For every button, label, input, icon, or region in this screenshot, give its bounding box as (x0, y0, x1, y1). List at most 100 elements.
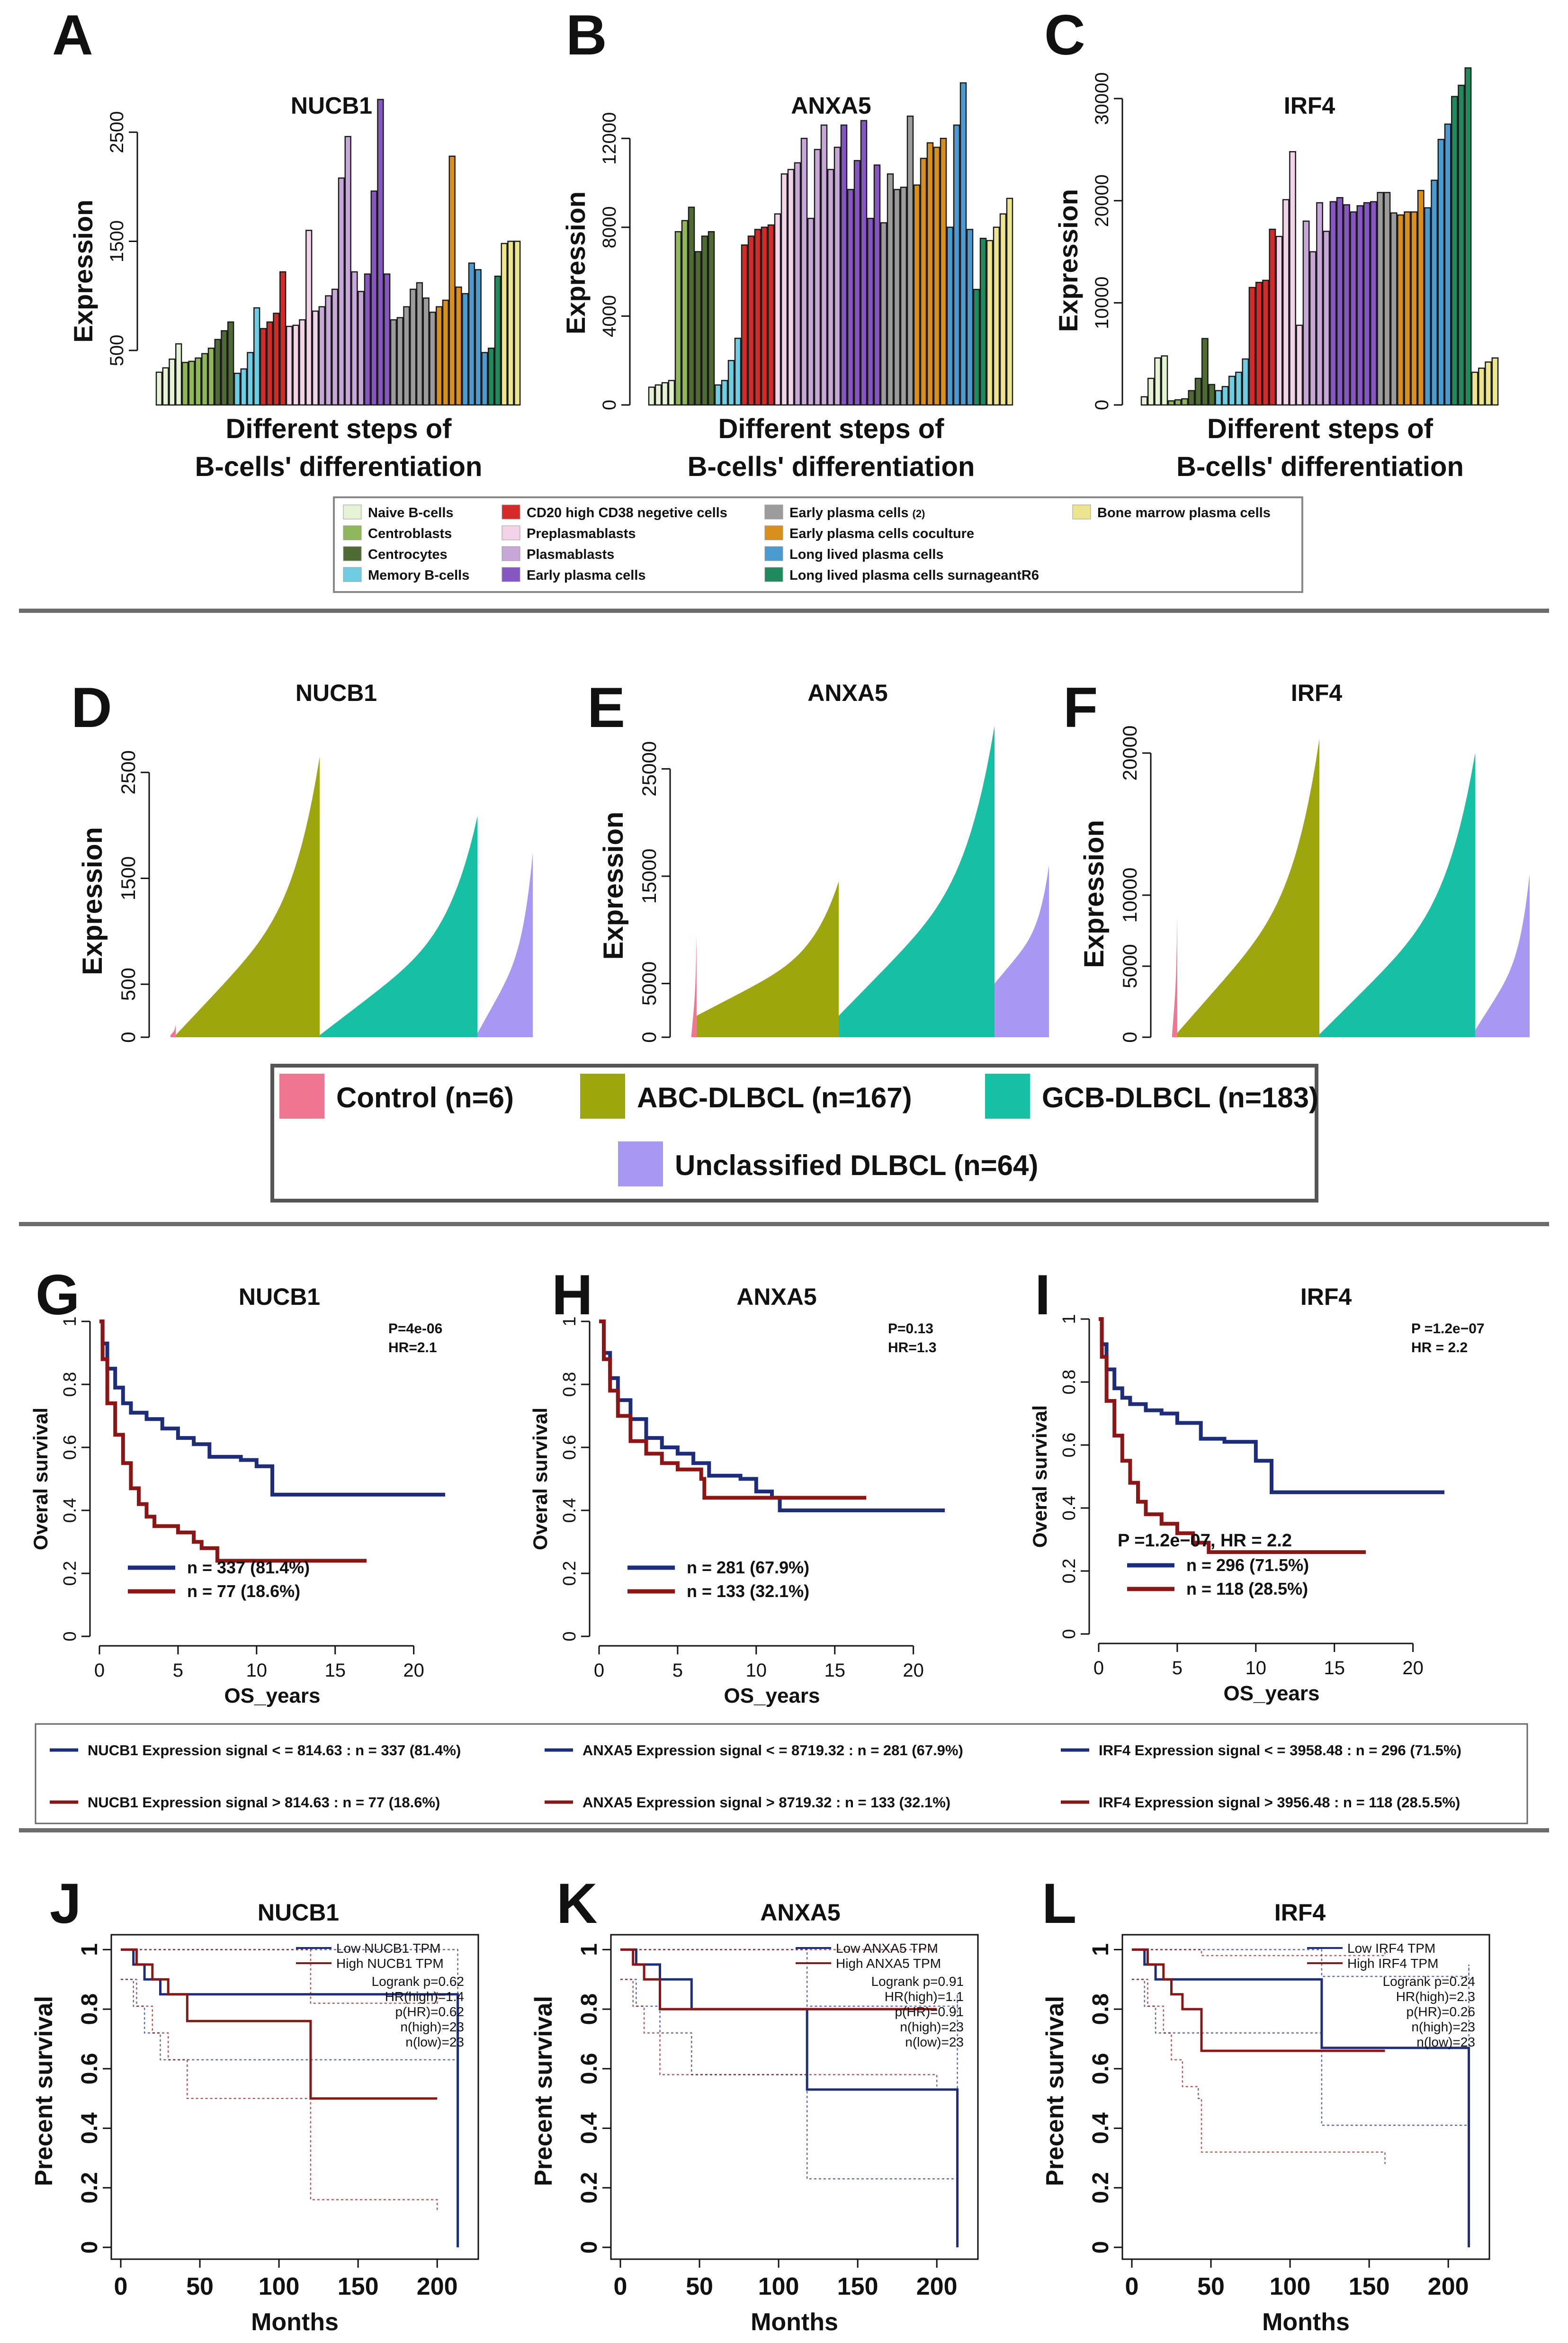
bar (920, 158, 927, 406)
bar (1215, 390, 1222, 406)
bar (688, 206, 695, 406)
legend-label: Centroblasts (368, 526, 452, 541)
legend-label: Unclassified DLBCL (n=64) (675, 1149, 1038, 1181)
y-axis-label: Expression (77, 827, 108, 975)
x-axis-label: Months (1262, 2308, 1350, 2336)
y-axis-label: Expression (1053, 189, 1083, 332)
x-axis-label: Months (751, 2308, 838, 2336)
bar (279, 271, 287, 406)
panel-letter-d: D (71, 676, 112, 739)
section-divider-3 (19, 1828, 1549, 1832)
legend-swatch (279, 1074, 324, 1119)
y-tick-label: 30000 (1092, 72, 1112, 125)
legend-label: High ANXA5 TPM (836, 1956, 941, 1971)
y-tick-label: 1 (577, 1943, 602, 1956)
bar (893, 189, 901, 406)
bar (1275, 235, 1283, 406)
stat-text: Logrank p=0.62 (372, 1974, 464, 1989)
y-tick-label: 500 (117, 968, 139, 1001)
bar (344, 136, 351, 406)
area-series-abc (1177, 739, 1319, 1037)
stat-text: p(HR)=0.26 (1406, 2004, 1475, 2019)
panel-letter-g: G (36, 1263, 80, 1327)
y-tick-label: 0.8 (1088, 1993, 1113, 2025)
y-tick-label: 0 (599, 400, 620, 410)
x-tick-label: 10 (1245, 1658, 1267, 1679)
bar (727, 359, 735, 406)
stat-text: n(low)=23 (1416, 2035, 1475, 2049)
bar (780, 173, 788, 406)
y-axis-label: Precent survival (30, 1996, 58, 2186)
bar (422, 297, 430, 406)
chart-title: ANXA5 (736, 1284, 816, 1310)
bar (377, 99, 384, 406)
x-axis-label-line1: Different steps of (226, 413, 452, 444)
legend-label: n = 281 (67.9%) (687, 1558, 809, 1577)
bar (1363, 202, 1371, 406)
legend-box (35, 1723, 1528, 1824)
y-tick-label: 500 (107, 334, 127, 366)
x-tick-label: 5 (672, 1660, 683, 1681)
x-tick-label: 0 (94, 1660, 105, 1681)
bar (169, 359, 176, 406)
bar (654, 384, 662, 406)
bar (384, 273, 391, 406)
bar (1350, 211, 1357, 406)
stat-text: HR=1.3 (888, 1340, 937, 1356)
bar (403, 306, 410, 406)
x-axis-label-line2: B-cells' differentiation (195, 451, 483, 482)
x-tick-label: 0 (614, 2273, 627, 2300)
x-axis-label-line2: B-cells' differentiation (1176, 451, 1464, 482)
y-tick-label: 0.4 (577, 2112, 602, 2144)
stat-text: p(HR)=0.91 (895, 2004, 964, 2019)
bar (814, 149, 821, 406)
chart-title: ANXA5 (760, 1899, 840, 1926)
legend-swatch (1072, 504, 1091, 520)
bar (1336, 197, 1344, 406)
x-tick-label: 15 (824, 1660, 845, 1681)
y-tick-label: 1500 (117, 856, 139, 900)
bar (853, 160, 861, 406)
bar (207, 347, 215, 406)
panels: A B CD E FG H IJ K L50015002500NUCB1ExpressionDi… (29, 3, 1530, 2336)
bar (661, 382, 669, 406)
legend-label: CD20 high CD38 negetive cells (527, 505, 727, 521)
y-tick-label: 0.6 (577, 2053, 602, 2084)
y-tick-label: 0.2 (577, 2172, 602, 2204)
bar (475, 269, 482, 406)
legend-label: n = 296 (71.5%) (1186, 1555, 1309, 1575)
x-tick-label: 0 (594, 1660, 604, 1681)
x-axis-label: Months (251, 2308, 339, 2336)
survival-curve-high (1099, 1317, 1366, 1554)
section-divider-2 (19, 1222, 1549, 1226)
legend-label: Bone marrow plasma cells (1097, 505, 1271, 521)
legend-label-suffix: (2) (913, 508, 925, 520)
bar (1424, 207, 1431, 406)
y-tick-label: 0.6 (560, 1435, 580, 1460)
bar (514, 241, 521, 406)
bar (827, 169, 834, 406)
x-tick-label: 5 (1172, 1658, 1183, 1679)
y-tick-label: 1 (560, 1316, 580, 1326)
bar (1464, 67, 1472, 406)
x-tick-label: 50 (186, 2273, 214, 2300)
legend-label-text: Preplasmablasts (527, 526, 636, 541)
bar (1370, 201, 1377, 406)
stat-text: P =1.2e−07 (1411, 1321, 1485, 1337)
legend-swatch (985, 1074, 1030, 1119)
confidence-band-lower (121, 1979, 438, 2212)
legend-label: Memory B-cells (368, 568, 469, 583)
legend-label-text: Centroblasts (368, 526, 452, 541)
bar (1154, 357, 1162, 406)
bar (1147, 377, 1155, 406)
y-tick-label: 0 (1119, 1032, 1141, 1042)
bar (648, 386, 655, 406)
annotation: P =1.2e−07, HR = 2.2 (1118, 1531, 1292, 1551)
bar (1397, 214, 1404, 406)
bar (253, 307, 260, 406)
bar (1289, 151, 1296, 406)
x-tick-label: 150 (1349, 2273, 1390, 2300)
bar (959, 82, 967, 406)
bar (1410, 211, 1418, 406)
bar (714, 384, 722, 406)
